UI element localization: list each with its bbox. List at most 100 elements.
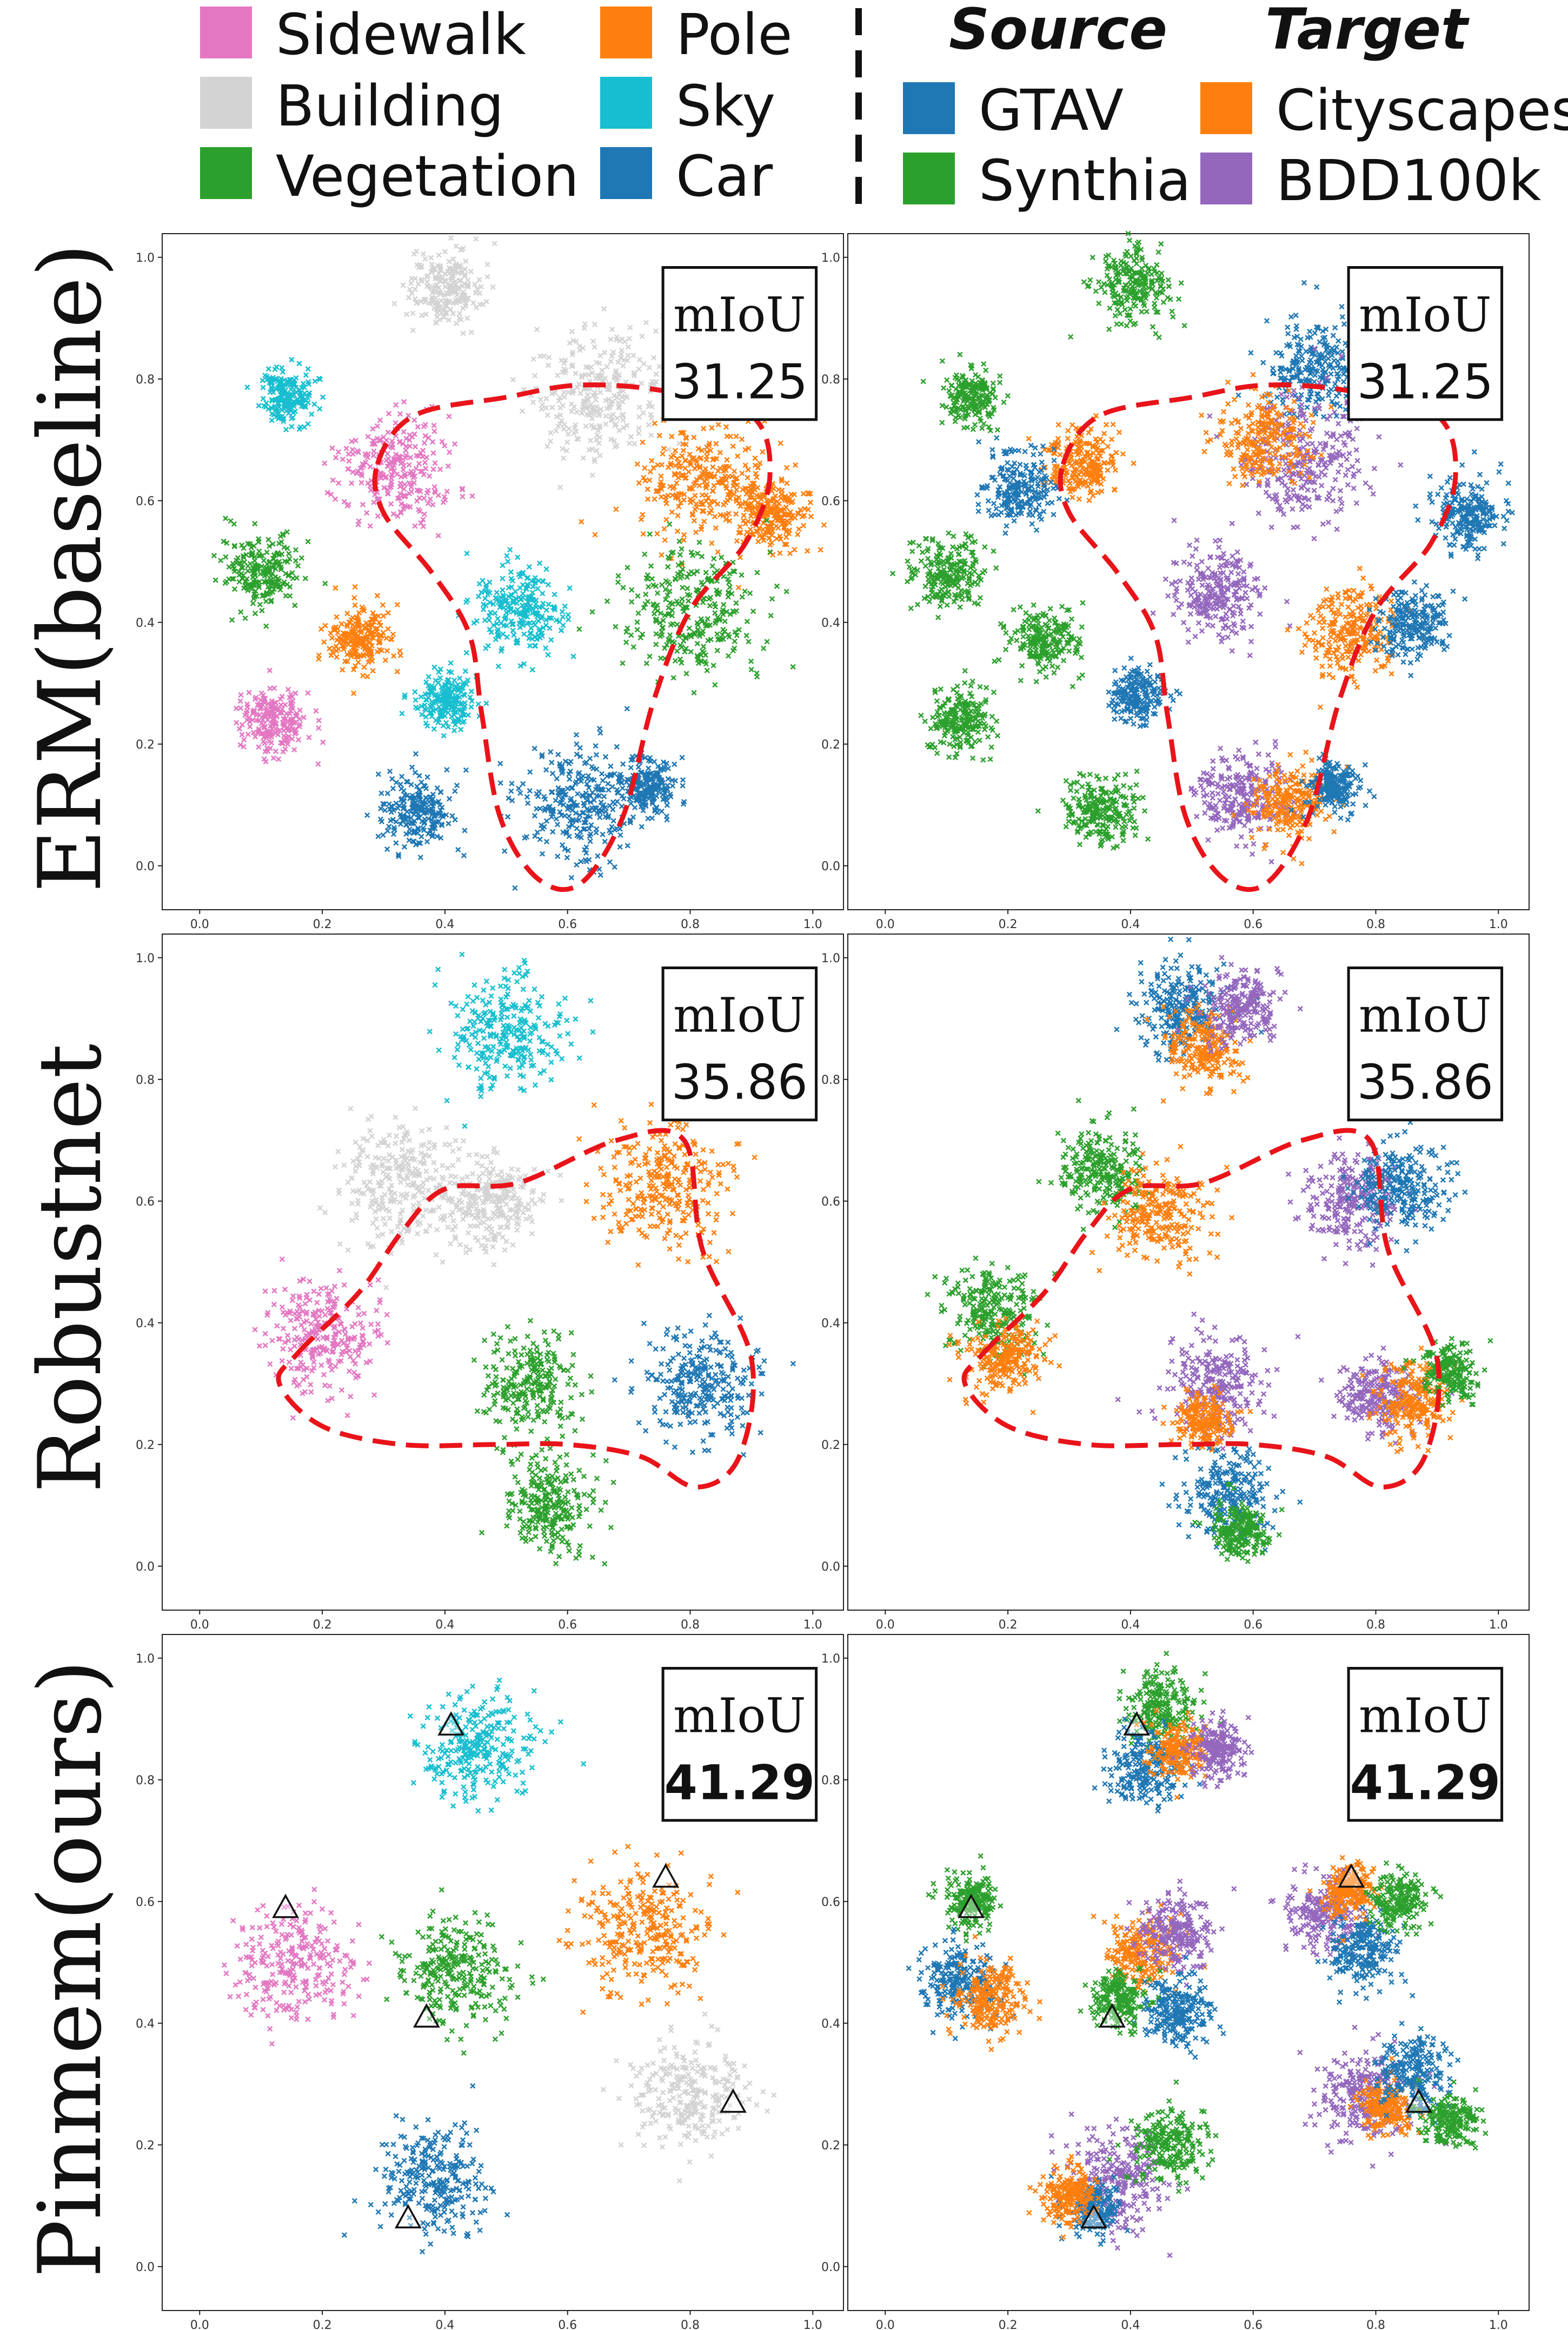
- legend-swatch-sky: [600, 77, 652, 129]
- cluster-cityscapes-11: [1160, 1382, 1253, 1453]
- row-title-erm: ERM(baseline): [19, 243, 121, 893]
- cluster-gtav-15: [1159, 1445, 1303, 1553]
- y-tick-label: 1.0: [821, 1652, 840, 1666]
- cluster-gtav-18: [1372, 2020, 1461, 2126]
- metric-box: mIoU 31.25: [1347, 266, 1504, 421]
- y-tick-label: 0.0: [136, 2261, 155, 2274]
- cluster-gtav-13: [1366, 579, 1468, 679]
- cluster-cityscapes-22: [1026, 2154, 1101, 2240]
- cluster-synthia-3: [920, 352, 1011, 434]
- x-tick-label: 1.0: [1489, 2319, 1508, 2330]
- scatter-points: [925, 936, 1493, 1565]
- cluster-synthia-8: [925, 1255, 1058, 1378]
- cluster-synthia-16: [1035, 768, 1151, 851]
- legend-label-vegetation: Vegetation: [276, 143, 579, 209]
- y-tick-label: 0.4: [821, 2017, 840, 2031]
- y-tick-label: 0.8: [136, 1774, 155, 1788]
- cluster-synthia-1: [1067, 230, 1187, 340]
- y-tick-label: 0.4: [136, 617, 155, 630]
- cluster-cityscapes-17: [1347, 2055, 1425, 2141]
- y-tick-label: 0.6: [821, 1896, 840, 1909]
- metric-value: 41.29: [665, 1755, 815, 1810]
- x-tick-label: 0.8: [1366, 918, 1385, 931]
- cluster-cityscapes-4: [1026, 413, 1137, 504]
- cluster-synthia-5: [926, 1853, 1004, 1944]
- metric-box: mIoU 35.86: [1347, 967, 1504, 1122]
- y-tick-label: 0.6: [821, 495, 840, 508]
- cluster-outline: [961, 1128, 1442, 1490]
- x-tick-label: 0.6: [1244, 2319, 1263, 2330]
- cluster-building-2: [317, 1106, 505, 1290]
- cluster-bdd100k-4: [1170, 1709, 1254, 1790]
- x-tick-label: 0.4: [1121, 2319, 1140, 2330]
- y-tick-label: 0.6: [136, 1896, 155, 1909]
- cluster-cityscapes-3: [1134, 1707, 1223, 1801]
- cluster-synthia-15: [918, 668, 1001, 763]
- cluster-cityscapes-2: [1144, 1001, 1253, 1104]
- metric-value: 35.86: [672, 1054, 808, 1110]
- metric-label: mIoU: [673, 988, 806, 1043]
- scatter-points: [221, 1677, 777, 2255]
- legend-label-bdd100k: BDD100k: [1276, 148, 1541, 214]
- x-tick-label: 1.0: [803, 918, 822, 931]
- x-tick-label: 0.0: [876, 1618, 895, 1632]
- cluster-vegetation-3: [378, 1886, 546, 2056]
- y-tick-label: 0.2: [136, 738, 155, 752]
- prototype-triangle: [437, 1711, 465, 1736]
- metric-frame: [661, 266, 818, 421]
- scatter-panel-5: 0.0 0.2 0.4 0.6 0.8 1.00.00.20.40.60.81.0mIoU…: [136, 1634, 844, 2330]
- x-tick-label: 0.0: [190, 1618, 209, 1632]
- legend-label-sidewalk: Sidewalk: [276, 2, 526, 68]
- legend-label-car: Car: [676, 143, 773, 209]
- y-tick-label: 0.2: [821, 1439, 840, 1452]
- metric-box: mIoU 41.29: [661, 1667, 818, 1822]
- cluster-synthia-9: [889, 530, 999, 620]
- x-tick-label: 0.6: [1244, 918, 1263, 931]
- row-title-robustnet: Robustnet: [19, 1044, 121, 1493]
- cluster-gtav-2: [1092, 1716, 1203, 1814]
- metric-frame: [1347, 967, 1504, 1122]
- x-tick-label: 0.4: [1121, 1618, 1140, 1632]
- metric-label: mIoU: [1359, 287, 1491, 343]
- prototype-triangle: [1405, 2088, 1432, 2113]
- cluster-cityscapes-5: [1089, 1143, 1235, 1277]
- class-legend: Sidewalk Building Vegetation Pole Sky Ca…: [200, 2, 793, 209]
- metric-label: mIoU: [1359, 1688, 1491, 1744]
- x-tick-label: 0.8: [681, 2319, 700, 2330]
- y-tick-label: 0.8: [821, 373, 840, 387]
- cluster-synthia-14: [1401, 1335, 1493, 1408]
- x-tick-label: 0.2: [313, 2319, 332, 2330]
- cluster-sky-9: [455, 547, 576, 679]
- x-tick-label: 1.0: [803, 1618, 822, 1632]
- x-tick-label: 0.8: [1366, 2319, 1385, 2330]
- cluster-sidewalk-12: [233, 667, 326, 767]
- y-tick-label: 0.2: [136, 1439, 155, 1452]
- cluster-gtav-10: [1127, 1954, 1226, 2060]
- scatter-points: [889, 230, 1516, 866]
- x-tick-label: 0.0: [190, 2319, 209, 2330]
- cluster-bdd100k-9: [1124, 1878, 1237, 1988]
- y-tick-label: 0.8: [136, 373, 155, 387]
- cluster-gtav-14: [1106, 655, 1183, 729]
- x-tick-label: 1.0: [1489, 1618, 1508, 1632]
- prototype-triangle: [719, 2088, 747, 2113]
- legend-swatch-car: [600, 147, 652, 199]
- y-tick-label: 1.0: [136, 952, 155, 965]
- cluster-car-13: [364, 751, 469, 860]
- cluster-synthia-19: [1407, 2077, 1489, 2151]
- y-tick-label: 0.2: [821, 2139, 840, 2153]
- metric-value: 35.86: [1357, 1054, 1493, 1110]
- legend-heading-target: Target: [1265, 0, 1470, 62]
- cluster-gtav-19: [1288, 751, 1377, 823]
- prototype-triangle: [652, 1863, 680, 1888]
- x-tick-label: 0.0: [190, 918, 209, 931]
- scatter-points: [211, 235, 827, 891]
- cluster-synthia-16: [1192, 1481, 1285, 1565]
- x-tick-label: 0.6: [558, 2319, 577, 2330]
- y-tick-label: 0.6: [136, 1195, 155, 1209]
- cluster-vegetation-6: [471, 1318, 595, 1455]
- metric-frame: [661, 967, 818, 1122]
- metric-value: 31.25: [672, 354, 808, 409]
- row-title-pinmem: Pinmem(ours): [19, 1660, 121, 2278]
- prototype-triangle: [1080, 2204, 1107, 2229]
